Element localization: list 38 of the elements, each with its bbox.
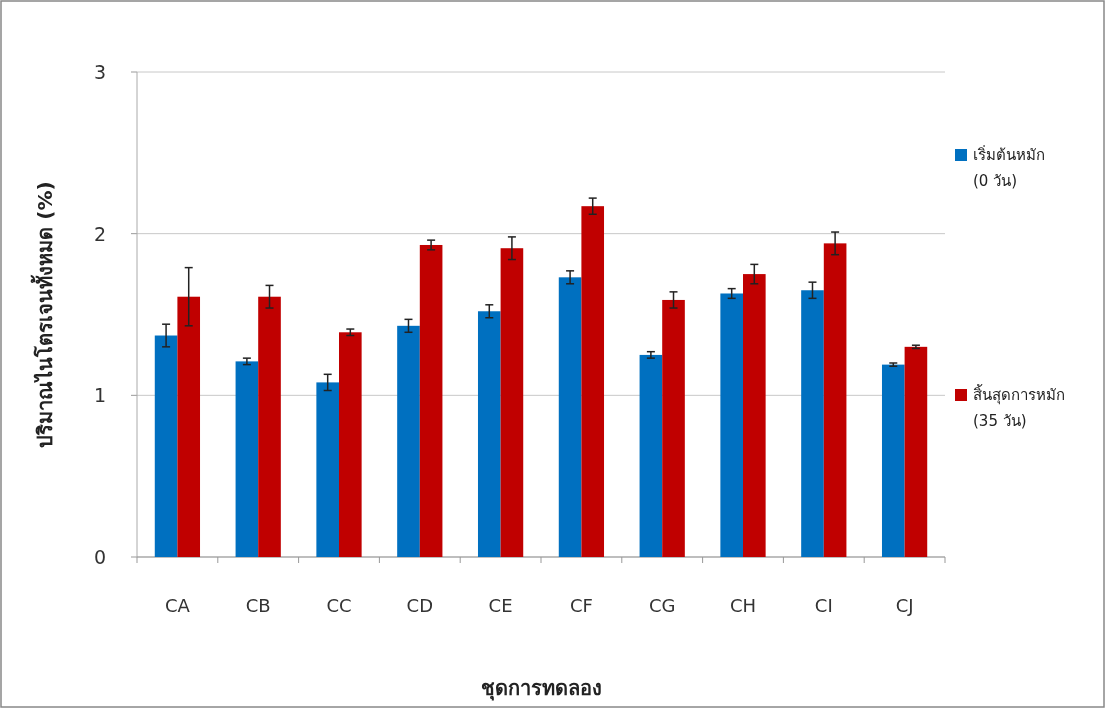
x-tick-label: CB <box>245 595 271 616</box>
bar <box>720 293 743 557</box>
bar <box>801 290 824 557</box>
legend-label: เริ่มต้นหมัก (0 วัน) <box>973 144 1045 190</box>
x-tick-label: CH <box>729 595 757 616</box>
bar <box>316 382 339 557</box>
bar <box>339 332 362 557</box>
bar <box>258 296 281 557</box>
bar <box>743 274 766 557</box>
bar <box>419 244 443 557</box>
bar <box>477 311 501 557</box>
y-tick-label: 2 <box>93 222 107 245</box>
bar <box>639 354 663 557</box>
bar <box>881 364 905 557</box>
bar <box>500 248 524 557</box>
bar <box>397 325 420 557</box>
bar <box>235 361 259 557</box>
y-tick-label: 0 <box>93 546 107 568</box>
x-tick-label: CG <box>648 595 676 616</box>
y-axis-title: ปริมาณไนโตรเจนทั้งหมด (%) <box>30 181 57 448</box>
y-tick-label: 3 <box>93 61 107 83</box>
bar <box>154 335 178 557</box>
bar <box>823 243 847 557</box>
x-tick-label: CI <box>814 595 833 616</box>
bar <box>904 346 928 557</box>
bar <box>662 299 685 557</box>
x-tick-label: CF <box>569 595 593 616</box>
x-tick-label: CE <box>488 595 513 616</box>
x-tick-label: CA <box>164 595 191 616</box>
legend-label: สิ้นสุดการหมัก (35 วัน) <box>973 384 1065 430</box>
y-tick-label: 1 <box>93 384 107 407</box>
bar <box>177 296 201 557</box>
bar <box>581 206 605 557</box>
x-tick-label: CJ <box>895 595 914 616</box>
x-tick-label: CD <box>406 595 434 616</box>
bar <box>558 277 582 557</box>
x-axis-title: ชุดการทดลอง <box>480 676 602 701</box>
x-tick-label: CC <box>326 595 352 616</box>
